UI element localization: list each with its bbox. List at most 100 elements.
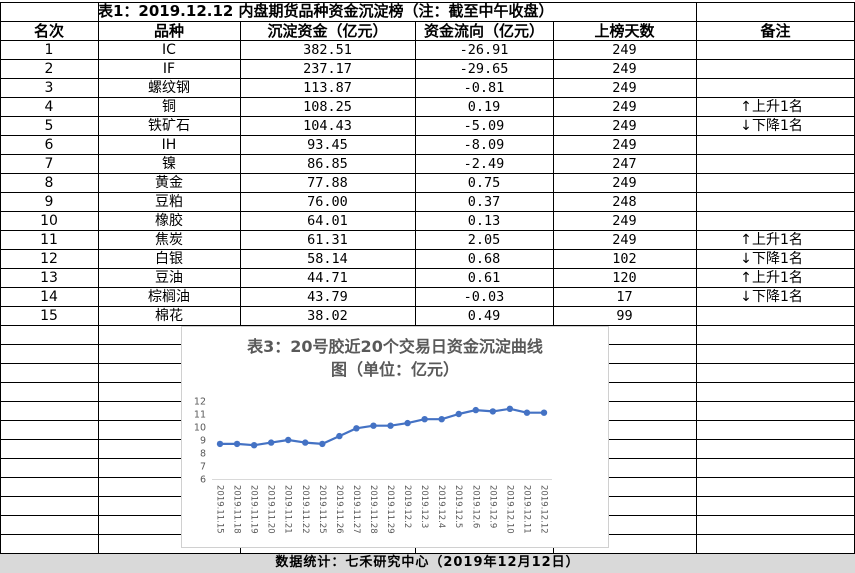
- variety-cell: 豆粕: [155, 194, 183, 210]
- x-tick-label: 2019.11.19: [249, 485, 259, 534]
- chart-title: 表3：20号胶近20个交易日资金沉淀曲线 图（单位：亿元）: [182, 335, 608, 381]
- header-flow: 资金流向（亿元）: [423, 22, 544, 40]
- variety-cell: 棕榈油: [148, 289, 190, 305]
- data-point: [523, 409, 531, 416]
- data-point: [233, 440, 241, 448]
- fund-cell: 44.71: [307, 270, 348, 286]
- footer-source: 数据统计：七禾研究中心（2019年12月12日）: [0, 553, 855, 573]
- fund-cell: 64.01: [307, 213, 348, 229]
- grid-vline: [415, 21, 416, 553]
- note-text: 上升1名: [752, 99, 803, 115]
- data-point: [353, 425, 360, 432]
- rank-cell: 10: [40, 213, 58, 229]
- header-note: 备注: [760, 22, 791, 40]
- grid-hline: [0, 325, 855, 326]
- flow-cell: -26.91: [459, 42, 509, 58]
- rank-cell: 4: [44, 99, 54, 115]
- x-tick-label: 2019.11.20: [266, 485, 276, 534]
- grid-hline: [0, 2, 855, 3]
- data-point: [438, 416, 445, 423]
- flow-cell: -0.03: [463, 289, 505, 305]
- fund-cell: 93.45: [307, 137, 348, 153]
- rank-cell: 11: [40, 232, 58, 248]
- x-tick-label: 2019.12.2: [402, 485, 412, 528]
- rank-cell: 14: [40, 289, 58, 305]
- y-tick-label: 10: [194, 423, 206, 434]
- data-point: [455, 410, 462, 418]
- data-point: [285, 436, 292, 444]
- flow-cell: -5.09: [463, 118, 505, 134]
- grid-hline: [0, 287, 855, 288]
- flow-cell: 0.49: [467, 308, 501, 324]
- rank-cell: 6: [44, 137, 54, 153]
- grid-vline: [696, 2, 697, 553]
- days-cell: 17: [616, 289, 633, 305]
- grid-hline: [0, 192, 855, 193]
- variety-cell: 白银: [155, 251, 183, 267]
- series-line: [220, 407, 544, 447]
- variety-cell: 棉花: [155, 308, 183, 324]
- rank-cell: 3: [44, 80, 54, 96]
- grid-hline: [0, 173, 855, 174]
- grid-hline: [0, 230, 855, 231]
- variety-cell: 镍: [162, 156, 176, 172]
- arrow-down-icon: ↓: [740, 251, 752, 267]
- note-text: 上升1名: [752, 232, 803, 248]
- grid-hline: [0, 116, 855, 117]
- x-tick-label: 2019.12.12: [539, 485, 549, 534]
- grid-hline: [0, 59, 855, 60]
- days-cell: 249: [612, 232, 637, 248]
- data-point: [421, 416, 428, 423]
- rank-cell: 2: [44, 61, 54, 77]
- y-tick-label: 7: [200, 462, 206, 473]
- x-tick-label: 2019.12.4: [436, 485, 446, 528]
- flow-cell: 0.37: [467, 194, 501, 210]
- flow-cell: -8.09: [463, 137, 505, 153]
- x-tick-label: 2019.11.15: [215, 485, 225, 534]
- funds-chart: 表3：20号胶近20个交易日资金沉淀曲线 图（单位：亿元） 6 7 8 9 10 11 12…: [181, 326, 609, 548]
- arrow-up-icon: ↑: [740, 270, 752, 286]
- rank-cell: 12: [40, 251, 58, 267]
- header-rank: 名次: [33, 22, 64, 40]
- data-point: [540, 409, 548, 416]
- grid-hline: [0, 211, 855, 212]
- x-tick-label: 2019.11.26: [334, 485, 344, 534]
- variety-cell: 焦炭: [155, 232, 183, 248]
- variety-cell: 黄金: [155, 175, 183, 191]
- fund-cell: 38.02: [307, 308, 348, 324]
- data-point: [302, 439, 309, 446]
- grid-hline: [0, 78, 855, 79]
- y-tick-label: 8: [200, 449, 206, 460]
- flow-cell: -29.65: [459, 61, 509, 77]
- flow-cell: -0.81: [463, 80, 505, 96]
- fund-cell: 108.25: [303, 99, 352, 115]
- note-cell: ↓下降1名: [740, 117, 850, 135]
- arrow-down-icon: ↓: [740, 289, 752, 305]
- days-cell: 249: [612, 80, 637, 96]
- days-cell: 249: [612, 42, 637, 58]
- rank-cell: 7: [44, 156, 54, 172]
- x-tick-label: 2019.11.25: [317, 485, 327, 534]
- rank-cell: 15: [40, 308, 58, 324]
- grid-hline: [0, 135, 855, 136]
- x-tick-label: 2019.11.27: [351, 485, 361, 534]
- rank-cell: 9: [44, 194, 54, 210]
- grid-hline: [0, 40, 855, 41]
- flow-cell: 2.05: [467, 232, 501, 248]
- variety-cell: 豆油: [155, 270, 183, 286]
- grid-vline: [0, 2, 1, 553]
- sheet-title: 表1：2019.12.12 内盘期货品种资金沉淀榜（注：截至中午收盘）: [98, 2, 554, 20]
- fund-cell: 104.43: [303, 118, 352, 134]
- header-fund: 沉淀资金（亿元）: [267, 22, 388, 40]
- flow-cell: -2.49: [463, 156, 505, 172]
- rank-cell: 8: [44, 175, 54, 191]
- variety-cell: 螺纹钢: [148, 80, 190, 96]
- rank-cell: 1: [44, 42, 54, 58]
- x-tick-label: 2019.12.10: [504, 485, 514, 534]
- x-tick-label: 2019.11.21: [283, 485, 293, 534]
- y-tick-label: 6: [200, 475, 206, 486]
- data-point: [489, 408, 497, 415]
- x-tick-label: 2019.12.9: [487, 485, 497, 528]
- data-point: [319, 440, 326, 448]
- days-cell: 249: [612, 99, 637, 115]
